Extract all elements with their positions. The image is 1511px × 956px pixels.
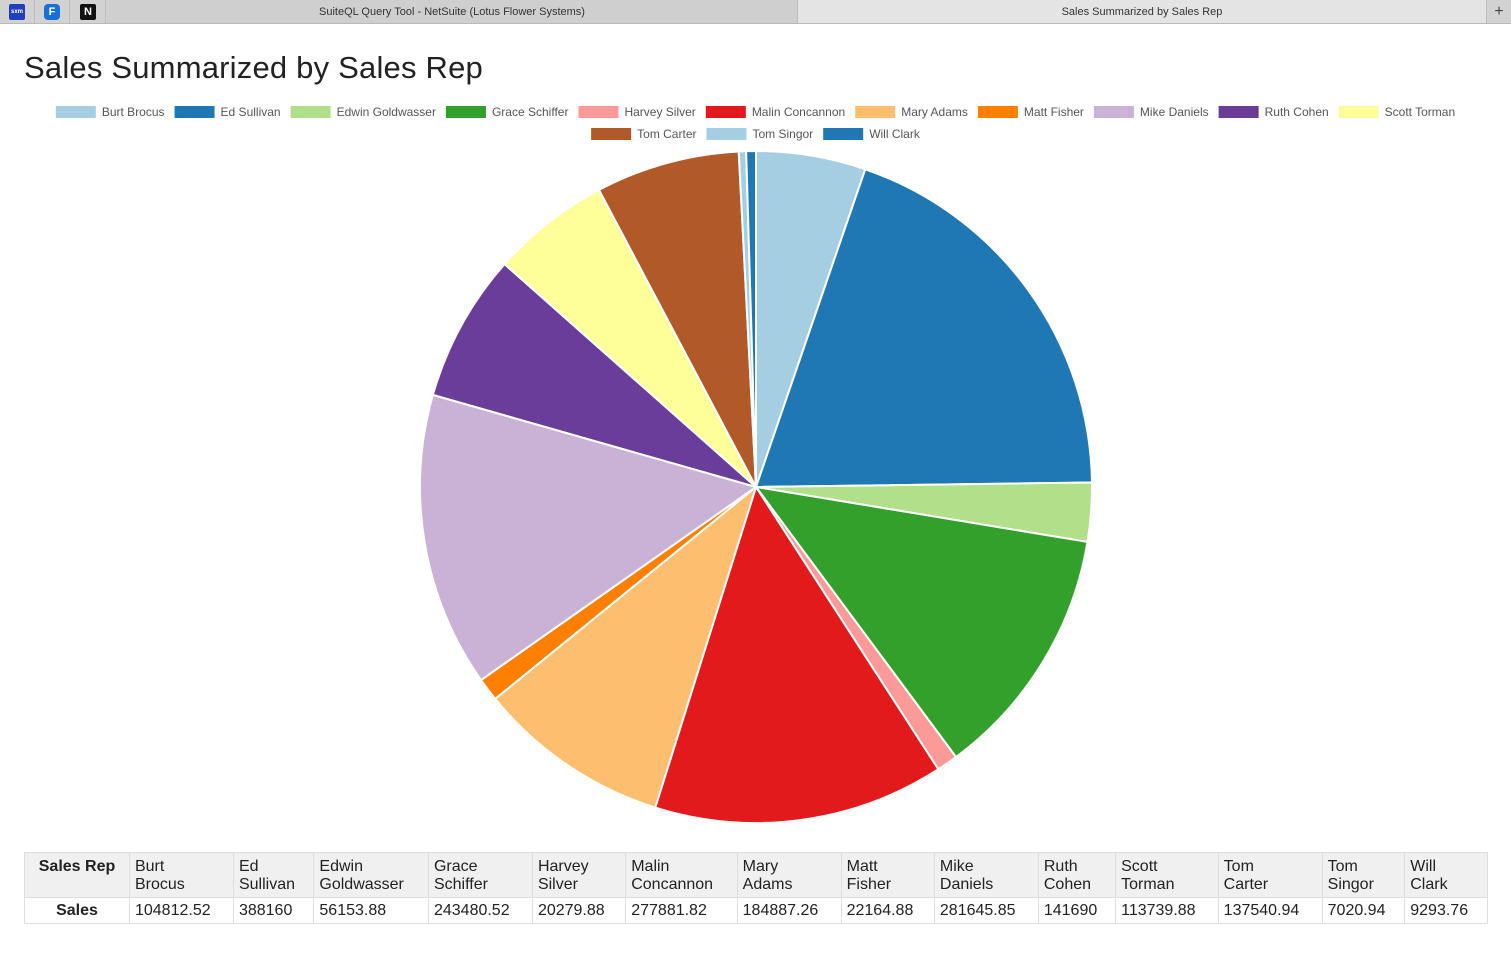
sales-value-ruth-cohen: 141690 (1037, 897, 1117, 924)
legend-swatch-ed-sullivan[interactable] (174, 106, 215, 118)
sales-value-burt-brocus: 104812.52 (128, 897, 234, 924)
tab-sales-summary[interactable]: Sales Summarized by Sales Rep (798, 0, 1487, 23)
legend-label-burt-brocus[interactable]: Burt Brocus (102, 105, 165, 119)
column-header-grace-schiffer: Grace Schiffer (427, 852, 533, 898)
page-title: Sales Summarized by Sales Rep (24, 50, 483, 85)
plus-icon: + (1494, 2, 1504, 20)
pinned-tab-n[interactable]: N (71, 0, 106, 23)
chart-legend: Burt Brocus Ed Sullivan Edwin Goldwasser Gr… (55, 105, 1455, 141)
column-header-tom-carter: Tom Carter (1217, 852, 1323, 898)
legend-label-ruth-cohen[interactable]: Ruth Cohen (1265, 105, 1329, 119)
legend-swatch-tom-singor[interactable] (706, 128, 747, 140)
legend-swatch-burt-brocus[interactable] (55, 106, 96, 118)
pie-slice-ed-sullivan[interactable] (754, 167, 1093, 489)
pie-slice-malin-concannon[interactable] (653, 484, 940, 824)
legend-swatch-ruth-cohen[interactable] (1218, 106, 1259, 118)
row-header-sales-rep: Sales Rep (24, 852, 130, 898)
pie-slice-grace-schiffer[interactable] (753, 485, 1089, 759)
pie-slice-tom-carter[interactable] (597, 150, 757, 488)
legend-label-ed-sullivan[interactable]: Ed Sullivan (221, 105, 281, 119)
sales-value-scott-torman: 113739.88 (1115, 897, 1219, 924)
column-header-harvey-silver: Harvey Silver (531, 852, 627, 898)
legend-label-edwin-goldwasser[interactable]: Edwin Goldwasser (337, 105, 436, 119)
column-header-burt-brocus: Burt Brocus (128, 852, 234, 898)
column-header-tom-singor: Tom Singor (1321, 852, 1406, 898)
sales-value-tom-singor: 7020.94 (1321, 897, 1406, 924)
legend-label-tom-carter[interactable]: Tom Carter (637, 127, 696, 141)
pinned-tab-f[interactable]: F (35, 0, 70, 23)
legend-swatch-matt-fisher[interactable] (977, 106, 1018, 118)
sales-value-grace-schiffer: 243480.52 (427, 897, 533, 924)
pie-chart: Burt Brocus Ed Sullivan Edwin Goldwasser Gr… (55, 105, 1455, 824)
column-header-edwin-goldwasser: Edwin Goldwasser (313, 852, 429, 898)
pie-slice-will-clark[interactable] (745, 149, 757, 488)
legend-label-mary-adams[interactable]: Mary Adams (901, 105, 968, 119)
sales-summary-table: Sales Rep Burt Brocus Ed Sullivan Edwin Goldw… (24, 852, 1488, 924)
table-values-row: Sales 104812.52 388160 56153.88 243480.52 20… (24, 897, 1488, 924)
tab-suiteql-query-tool[interactable]: SuiteQL Query Tool - NetSuite (Lotus Flo… (107, 0, 798, 23)
sales-value-edwin-goldwasser: 56153.88 (313, 897, 429, 924)
sales-value-ed-sullivan: 388160 (232, 897, 315, 924)
column-header-scott-torman: Scott Torman (1115, 852, 1219, 898)
legend-label-mike-daniels[interactable]: Mike Daniels (1140, 105, 1209, 119)
legend-swatch-mike-daniels[interactable] (1093, 106, 1134, 118)
column-header-will-clark: Will Clark (1404, 852, 1488, 898)
sales-value-harvey-silver: 20279.88 (531, 897, 627, 924)
sales-value-matt-fisher: 22164.88 (840, 897, 935, 924)
legend-label-grace-schiffer[interactable]: Grace Schiffer (492, 105, 568, 119)
column-header-mary-adams: Mary Adams (736, 852, 842, 898)
n-app-icon: N (80, 3, 96, 20)
legend-label-tom-singor[interactable]: Tom Singor (752, 127, 813, 141)
pie-slices (419, 149, 1093, 824)
legend-label-scott-torman[interactable]: Scott Torman (1385, 105, 1455, 119)
pinned-tab-sxm[interactable]: sxm (0, 0, 35, 23)
legend-swatch-will-clark[interactable] (823, 128, 864, 140)
column-header-matt-fisher: Matt Fisher (840, 852, 935, 898)
legend-swatch-mary-adams[interactable] (855, 106, 896, 118)
tab-label: Sales Summarized by Sales Rep (1061, 5, 1223, 18)
new-tab-button[interactable]: + (1487, 0, 1511, 23)
legend-label-matt-fisher[interactable]: Matt Fisher (1024, 105, 1084, 119)
column-header-mike-daniels: Mike Daniels (933, 852, 1039, 898)
sales-value-tom-carter: 137540.94 (1217, 897, 1323, 924)
table-header-row: Sales Rep Burt Brocus Ed Sullivan Edwin Goldw… (24, 852, 1488, 898)
legend-label-malin-concannon[interactable]: Malin Concannon (752, 105, 845, 119)
sales-value-will-clark: 9293.76 (1404, 897, 1488, 924)
column-header-malin-concannon: Malin Concannon (625, 852, 738, 898)
column-header-ed-sullivan: Ed Sullivan (232, 852, 315, 898)
sxm-app-icon: sxm (9, 3, 25, 20)
legend-swatch-harvey-silver[interactable] (578, 106, 619, 118)
legend-swatch-grace-schiffer[interactable] (445, 106, 486, 118)
pie-slice-mary-adams[interactable] (493, 484, 758, 809)
tab-label: SuiteQL Query Tool - NetSuite (Lotus Flo… (319, 5, 585, 18)
sales-value-mike-daniels: 281645.85 (933, 897, 1039, 924)
sales-value-mary-adams: 184887.26 (736, 897, 842, 924)
legend-swatch-malin-concannon[interactable] (705, 106, 746, 118)
legend-swatch-tom-carter[interactable] (591, 128, 632, 140)
row-header-sales: Sales (24, 897, 130, 924)
column-header-ruth-cohen: Ruth Cohen (1037, 852, 1117, 898)
legend-label-will-clark[interactable]: Will Clark (869, 127, 921, 141)
legend-label-harvey-silver[interactable]: Harvey Silver (624, 105, 695, 119)
sales-value-malin-concannon: 277881.82 (625, 897, 738, 924)
legend-swatch-edwin-goldwasser[interactable] (290, 106, 331, 118)
f-app-icon: F (44, 3, 60, 20)
pie-slice-ruth-cohen[interactable] (431, 262, 757, 488)
tab-bar: sxm F N SuiteQL Query Tool - NetSuite (L… (0, 0, 1511, 24)
legend-swatch-scott-torman[interactable] (1338, 106, 1379, 118)
pie-slice-mike-daniels[interactable] (419, 393, 759, 682)
